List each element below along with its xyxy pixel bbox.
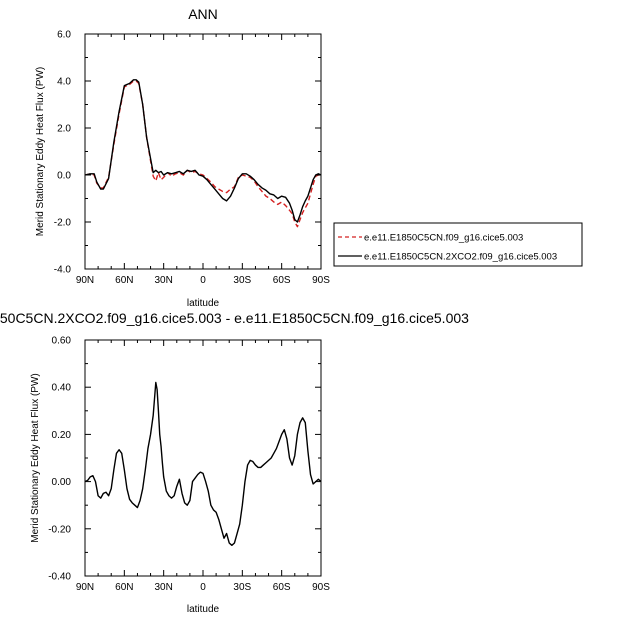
top-series-line-0 [84, 80, 321, 228]
bottom-chart-frame [84, 339, 322, 577]
bottom-chart-ticks: 90N 60N 30N 0 30S 60S 90S -0.40 -0.20 0.00 0.20 0.4… [48, 336, 330, 594]
bottom-x-tick-label: 30S [233, 582, 251, 593]
bottom-x-tick-label: 60S [273, 582, 291, 593]
top-chart-y-axis-label: Merid Stationary Eddy Heat Flux (PW) [35, 67, 46, 237]
bottom-y-tick-label: 0.20 [52, 430, 72, 441]
bottom-y-tick-label: -0.20 [48, 524, 71, 535]
top-x-tick-label: 0 [200, 275, 206, 286]
top-chart-frame [84, 33, 322, 270]
bottom-chart-y-axis-label: Merid Stationary Eddy Heat Flux (PW) [30, 373, 41, 543]
top-series-line-1 [84, 79, 322, 223]
top-x-tick-label: 90N [76, 275, 94, 286]
top-y-tick-label: 4.0 [57, 77, 71, 88]
top-x-tick-label: 60N [115, 275, 133, 286]
bottom-x-tick-label: 90S [312, 582, 330, 593]
top-y-tick-label: 6.0 [57, 30, 71, 41]
legend-label-2xco2: e.e11.E1850C5CN.2XCO2.f09_g16.cice5.003 [364, 252, 557, 263]
top-x-tick-label: 60S [273, 275, 291, 286]
bottom-y-tick-label: 0.40 [52, 383, 72, 394]
top-chart-ticks: 90N 60N 30N 0 30S 60S 90S -4.0 -2.0 0.0 2.0 4.0 6.0 [54, 30, 330, 287]
top-x-tick-label: 30S [233, 275, 251, 286]
bottom-y-tick-label: 0.60 [52, 336, 72, 347]
bottom-x-tick-label: 90N [76, 582, 94, 593]
bottom-chart-title: e.e11.E1850C5CN.2XCO2.f09_g16.cice5.003 … [0, 310, 469, 326]
top-x-tick-label: 30N [154, 275, 172, 286]
legend: e.e11.E1850C5CN.f09_g16.cice5.003 e.e11.… [333, 222, 583, 267]
top-y-tick-label: -4.0 [54, 265, 72, 276]
bottom-y-tick-label: -0.40 [48, 572, 71, 583]
bottom-chart-series-group [84, 381, 322, 547]
bottom-x-tick-label: 60N [115, 582, 133, 593]
bottom-chart-x-axis-label: latitude [187, 604, 220, 615]
bottom-x-tick-label: 0 [200, 582, 206, 593]
top-y-tick-label: 0.0 [57, 171, 71, 182]
top-chart-series-group [84, 79, 322, 228]
top-x-tick-label: 90S [312, 275, 330, 286]
top-chart-title: ANN [188, 6, 218, 22]
bottom-x-tick-label: 30N [154, 582, 172, 593]
bottom-series-line-0 [84, 381, 322, 547]
top-y-tick-label: -2.0 [54, 218, 72, 229]
bottom-y-tick-label: 0.00 [52, 477, 72, 488]
top-y-tick-label: 2.0 [57, 124, 71, 135]
top-chart: ANN 90N 60N 30N 0 30S 60S 90S -4.0 -2.0 0.0 2.0 4.0… [35, 6, 583, 309]
legend-box [333, 222, 583, 267]
top-chart-x-axis-label: latitude [187, 298, 220, 309]
bottom-chart: e.e11.E1850C5CN.2XCO2.f09_g16.cice5.003 … [0, 310, 469, 615]
legend-label-control: e.e11.E1850C5CN.f09_g16.cice5.003 [364, 233, 523, 244]
